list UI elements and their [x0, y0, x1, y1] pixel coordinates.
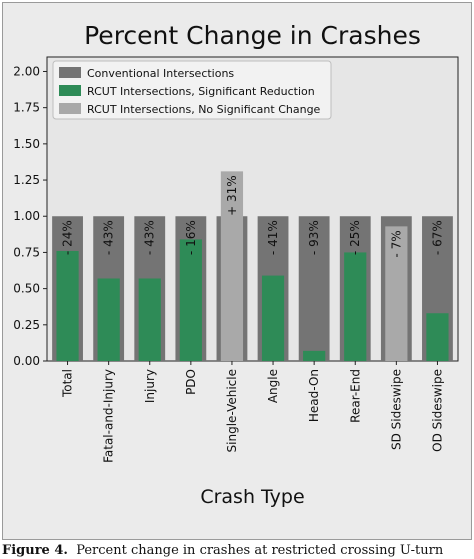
data-label: - 67% [430, 220, 444, 255]
bar-rcut-significant [56, 250, 79, 361]
y-tick-label: 0.50 [13, 282, 40, 296]
caption-text: Percent change in crashes at restricted … [76, 543, 444, 558]
data-label: - 16% [184, 220, 198, 255]
caption-label: Figure 4. [2, 543, 68, 558]
legend-box [52, 60, 332, 120]
x-tick-label: OD Sideswipe [430, 369, 444, 452]
x-tick-label: Fatal-and-Injury [102, 369, 116, 463]
y-tick-label: 2.00 [13, 64, 40, 78]
bar-rcut-significant [344, 252, 367, 361]
legend-entry: Conventional Intersections [87, 67, 234, 80]
legend-swatch [59, 67, 81, 78]
bar-rcut-significant [138, 278, 161, 361]
bar-rcut-significant [261, 275, 285, 361]
x-tick-label: PDO [184, 369, 198, 395]
x-tick-label: Total [61, 369, 75, 398]
y-tick-label: 1.00 [13, 209, 40, 223]
bar-rcut-significant [303, 350, 326, 361]
y-tick-label: 1.75 [13, 101, 40, 115]
x-tick-label: Single-Vehicle [225, 369, 239, 452]
data-label: - 43% [143, 220, 157, 255]
y-tick-label: 1.25 [13, 173, 40, 187]
figure-caption: Figure 4. Percent change in crashes at r… [2, 543, 474, 559]
x-tick-label: Injury [143, 369, 157, 403]
y-tick-label: 0.25 [13, 318, 40, 332]
data-label: - 43% [102, 220, 116, 255]
bar-rcut-significant [97, 278, 120, 361]
data-label: - 25% [348, 220, 362, 255]
data-label: + 31% [225, 175, 239, 216]
y-tick-label: 1.50 [13, 137, 40, 151]
y-tick-label: 0.75 [13, 245, 40, 259]
x-tick-label: Head-On [307, 369, 321, 422]
bar-conventional [298, 216, 330, 361]
x-tick-label: Rear-End [348, 369, 362, 423]
bar-rcut-significant [179, 239, 202, 361]
data-label: - 93% [307, 220, 321, 255]
chart-title: Percent Change in Crashes [84, 21, 421, 50]
data-label: - 41% [266, 220, 280, 255]
data-label: - 24% [61, 220, 75, 255]
x-tick-label: SD Sideswipe [389, 369, 403, 450]
data-label: - 7% [389, 230, 403, 257]
percent-change-chart: Percent Change in Crashes 0.00 0.25 0.50 0.7… [13, 21, 459, 508]
legend-swatch [59, 103, 81, 114]
x-tick-label: Angle [266, 369, 280, 403]
y-tick-label: 0.00 [13, 354, 40, 368]
bar-rcut-significant [426, 313, 449, 361]
legend-entry: RCUT Intersections, Significant Reductio… [87, 85, 315, 98]
x-axis-title: Crash Type [200, 486, 304, 508]
legend-entry: RCUT Intersections, No Significant Chang… [87, 103, 321, 116]
legend-swatch [59, 85, 81, 96]
bar-rcut-no-change [220, 171, 244, 361]
bar-rcut-no-change [385, 226, 408, 361]
